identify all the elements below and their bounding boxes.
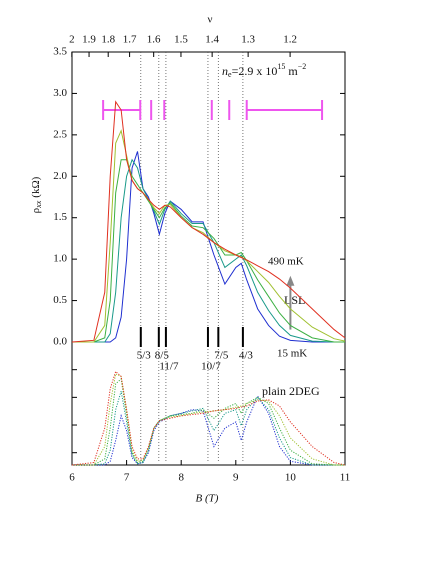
fraction-label: 5/3 — [137, 350, 152, 362]
fraction-label: 11/7 — [159, 361, 179, 373]
density-subscript: e — [228, 70, 232, 79]
data-line — [72, 151, 345, 343]
x-tick-label: 7 — [124, 472, 130, 484]
x-tick-label: 8 — [178, 472, 184, 484]
x2-tick-label: 1.2 — [283, 34, 297, 46]
data-line — [72, 377, 345, 466]
y-tick-label: 0.0 — [53, 336, 67, 348]
x2-tick-label: 2 — [69, 34, 75, 46]
x-tick-label: 9 — [233, 472, 239, 484]
data-line — [72, 391, 345, 466]
y-tick-label: 1.0 — [53, 253, 67, 265]
x2-tick-label: 1.7 — [123, 34, 137, 46]
x-axis-label: B (T) — [196, 493, 219, 505]
density-symbol: n — [222, 64, 228, 78]
x-tick-label: 6 — [69, 472, 75, 484]
x2-axis-label: ν — [208, 14, 213, 26]
annotation-high-temp: 490 mK — [268, 256, 304, 268]
x-tick-label: 11 — [340, 472, 351, 484]
fraction-label: 7/5 — [214, 350, 229, 362]
y-tick-label: 3.5 — [53, 46, 67, 58]
data-line — [72, 129, 346, 343]
y-tick-label: 0.5 — [53, 294, 67, 306]
y-axis-label: ρxx (kΩ) — [30, 176, 43, 213]
annotation-sample: plain 2DEG — [262, 384, 320, 398]
y-tick-label: 2.5 — [53, 128, 67, 140]
density-mantissa: =2.9 x 10 — [232, 64, 278, 78]
data-line — [72, 395, 345, 466]
fraction-label: 4/3 — [239, 350, 254, 362]
y-tick-label: 3.0 — [53, 87, 67, 99]
data-line — [71, 100, 346, 343]
annotation-low-temp: 15 mK — [277, 348, 307, 360]
x2-tick-label: 1.8 — [101, 34, 115, 46]
density-unit: m — [288, 64, 298, 78]
plot-frame — [71, 51, 346, 466]
x-tick-label: 10 — [285, 472, 297, 484]
y-label-symbol: ρ — [30, 207, 42, 213]
x2-tick-label: 1.5 — [174, 34, 188, 46]
y-label-subscript: xx — [34, 200, 43, 209]
arrow-head — [286, 275, 295, 286]
x2-tick-label: 1.3 — [241, 34, 255, 46]
density-unit-exponent: −2 — [298, 62, 307, 71]
y-label-unit: (kΩ) — [30, 176, 42, 197]
y-tick-label: 2.0 — [53, 170, 67, 182]
fraction-label: 10/7 — [201, 361, 221, 373]
y-tick-label: 1.5 — [53, 211, 67, 223]
data-line — [72, 158, 345, 343]
x2-tick-label: 1.6 — [147, 34, 161, 46]
data-line — [72, 159, 345, 343]
density-label: ne=2.9 x 1015 m−2 — [222, 62, 306, 79]
density-exponent: 15 — [277, 62, 285, 71]
x2-tick-label: 1.9 — [82, 34, 96, 46]
x2-tick-label: 1.4 — [205, 34, 219, 46]
annotation-sample: LSL — [284, 293, 305, 307]
